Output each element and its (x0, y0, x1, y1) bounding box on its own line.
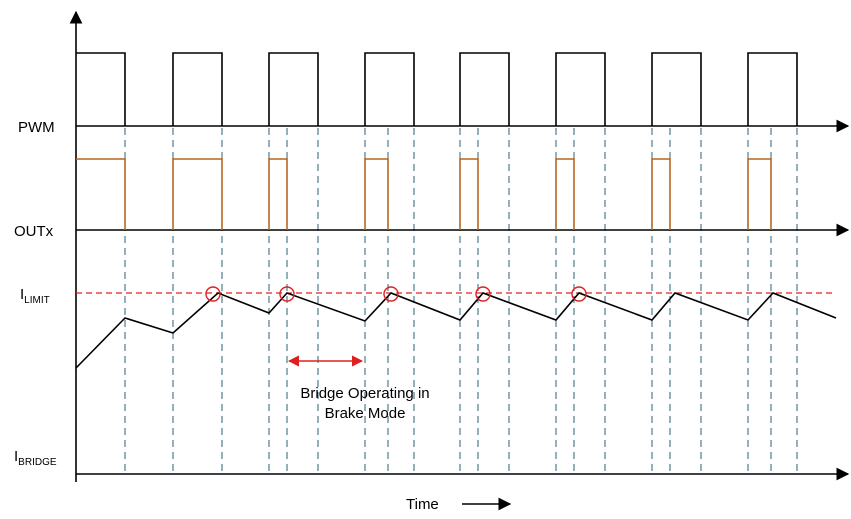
brake-annotation-line2: Brake Mode (325, 405, 406, 422)
outx-label: OUTx (14, 223, 54, 240)
pwm-label: PWM (18, 119, 55, 136)
ibridge-label: IBRIDGE (14, 448, 57, 468)
axes (76, 12, 848, 482)
brake-annotation-line1: Bridge Operating in (300, 385, 429, 402)
ilimit-label-sub: LIMIT (24, 295, 50, 306)
ibridge-label-sub: BRIDGE (18, 457, 57, 468)
outx-waveform (76, 159, 771, 230)
ilimit-label: ILIMIT (20, 286, 50, 306)
pwm-waveform (76, 53, 797, 126)
bridge-current-waveform (76, 293, 836, 368)
ilimit-markers (206, 287, 586, 301)
time-label: Time (406, 496, 439, 513)
